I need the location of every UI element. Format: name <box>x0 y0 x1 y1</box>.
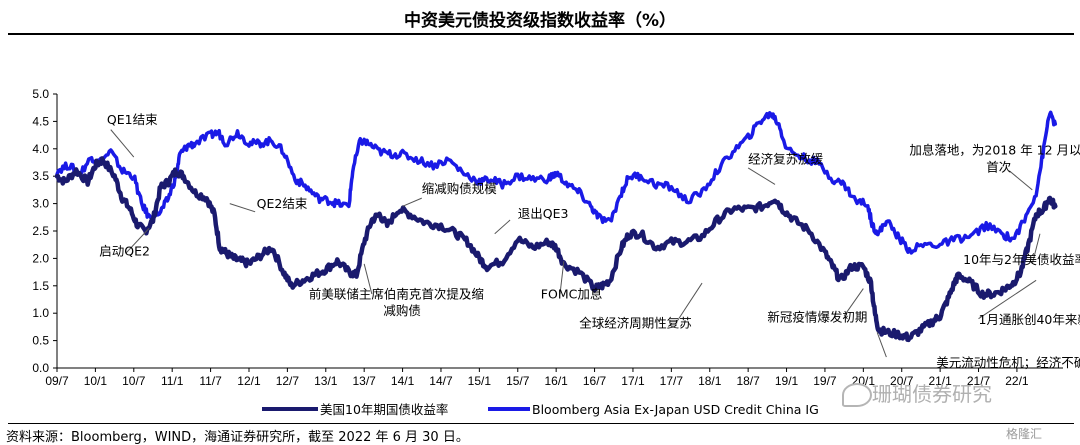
annotation-arrow <box>494 219 511 235</box>
annotation-label: 经济复苏放缓 <box>748 152 824 167</box>
chart-axes: 0.0 0.5 1.0 1.5 2.0 2.5 3.0 3.5 4.0 4.5 5.0 09/7 10/… <box>32 87 1063 388</box>
series-line-1 <box>54 156 1058 343</box>
annotation-label: 新冠疫情爆发初期 <box>767 309 867 324</box>
chart-legend: 美国10年期国债收益率 Bloomberg Asia Ex-Japan USD C… <box>262 402 819 417</box>
source-rule <box>8 423 1074 424</box>
x-tick-label: 13/7 <box>352 374 376 388</box>
y-tick-label: 1.5 <box>32 279 49 293</box>
annotation-label: 美元流动性危机；经济不确定性加大 <box>936 355 1080 370</box>
annotation-label: 减购债 <box>383 303 421 318</box>
annotation-label: 1月通胀创40年来新高 <box>979 312 1080 327</box>
x-tick-label: 17/1 <box>621 374 645 388</box>
annotation-label: 全球经济周期性复苏 <box>579 315 692 330</box>
annotation-label: QE1结束 <box>107 112 158 127</box>
x-tick-label: 13/1 <box>314 374 338 388</box>
x-tick-label: 16/7 <box>583 374 607 388</box>
y-tick-label: 5.0 <box>32 87 49 101</box>
legend-label-2: Bloomberg Asia Ex-Japan USD Credit China… <box>532 402 819 417</box>
annotation-label: 启动QE2 <box>99 244 150 259</box>
x-tick-label: 16/1 <box>544 374 568 388</box>
y-tick-label: 3.0 <box>32 197 49 211</box>
x-tick-label: 18/7 <box>736 374 760 388</box>
y-tick-label: 2.0 <box>32 251 49 265</box>
annotation-arrow <box>843 288 864 317</box>
x-tick-label: 21/1 <box>928 374 952 388</box>
x-tick-label: 14/7 <box>429 374 453 388</box>
annotation-arrow <box>1008 170 1033 191</box>
watermark-text: 珊瑚债券研究 <box>872 382 992 406</box>
annotation-label: QE2结束 <box>257 196 308 211</box>
annotation-label: FOMC加息 <box>541 286 603 301</box>
x-tick-label: 12/1 <box>237 374 261 388</box>
x-tick-label: 20/7 <box>890 374 914 388</box>
annotation-label: 首次 <box>986 159 1011 174</box>
annotation-arrow <box>978 279 1037 320</box>
x-tick-label: 11/1 <box>161 374 184 388</box>
y-tick-label: 4.5 <box>32 114 49 128</box>
annotation-arrow <box>125 227 150 254</box>
x-tick-label: 15/7 <box>506 374 530 388</box>
source-note: 资料来源：Bloomberg，WIND，海通证券研究所，截至 2022 年 6 … <box>6 430 469 445</box>
x-tick-label: 22/1 <box>1005 374 1029 388</box>
x-tick-label: 14/1 <box>391 374 415 388</box>
x-tick-label: 21/7 <box>967 374 991 388</box>
annotation-arrow <box>674 282 703 325</box>
x-tick-label: 17/7 <box>660 374 684 388</box>
x-tick-label: 10/7 <box>122 374 146 388</box>
chart-series <box>54 110 1058 343</box>
x-tick-label: 19/1 <box>775 374 799 388</box>
y-tick-label: 4.0 <box>32 142 49 156</box>
x-tick-label: 18/1 <box>698 374 722 388</box>
y-tick-label: 0.5 <box>32 334 49 348</box>
x-tick-label: 10/1 <box>84 374 108 388</box>
x-tick-label: 11/7 <box>199 374 222 388</box>
annotation-arrow <box>363 263 373 295</box>
annotation-label: 加息落地，为2018 年 12 月以来 <box>909 142 1080 157</box>
annotation-label: 前美联储主席伯南克首次提及缩 <box>309 286 484 301</box>
annotation-arrow <box>402 197 422 207</box>
annotation-arrow <box>229 203 256 213</box>
y-tick-label: 1.0 <box>32 306 49 320</box>
annotation-arrows <box>110 129 1041 358</box>
x-tick-label: 12/7 <box>276 374 300 388</box>
annotation-label: 缩减购债规模 <box>422 181 498 196</box>
x-tick-label: 19/7 <box>813 374 837 388</box>
watermark-glh: 格隆汇 <box>1006 427 1043 441</box>
x-tick-label: 15/1 <box>468 374 492 388</box>
title-rule <box>8 33 1074 35</box>
y-tick-label: 0.0 <box>32 361 49 375</box>
series-line-2 <box>55 110 1058 255</box>
annotation-arrow <box>1031 233 1041 265</box>
chart-title: 中资美元债投资级指数收益率（%） <box>403 11 677 31</box>
watermark-icon <box>842 383 872 407</box>
annotation-label: 10年与2年美债收益率倒挂 <box>963 252 1080 267</box>
legend-label-1: 美国10年期国债收益率 <box>320 402 448 417</box>
y-tick-label: 3.5 <box>32 169 49 183</box>
y-tick-label: 2.5 <box>32 224 49 238</box>
annotation-label: 退出QE3 <box>518 206 569 221</box>
annotation-arrow <box>876 332 887 358</box>
annotation-arrow <box>110 129 135 158</box>
x-tick-label: 09/7 <box>45 374 69 388</box>
annotation-arrow <box>559 261 565 295</box>
annotation-arrow <box>747 167 776 185</box>
